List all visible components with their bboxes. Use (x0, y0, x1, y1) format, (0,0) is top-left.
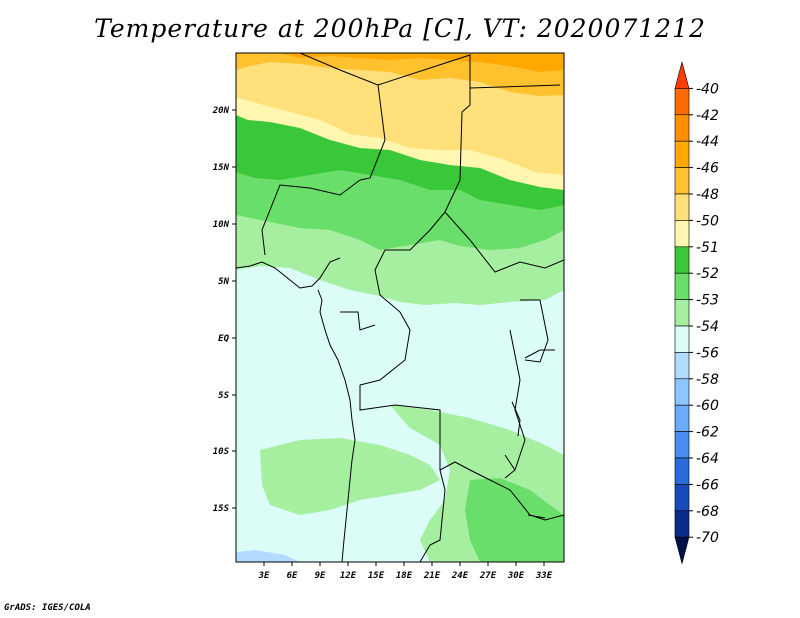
colorbar-label: -58 (696, 372, 719, 388)
colorbar-swatch (674, 193, 690, 221)
y-tick-label: 15S (213, 504, 230, 514)
colorbar-swatch (674, 352, 690, 380)
colorbar-swatch (674, 299, 690, 327)
temperature-field (236, 53, 564, 562)
grads-credit: GrADS: IGES/COLA (4, 603, 91, 613)
plot-frame (235, 52, 565, 563)
colorbar-swatch (674, 484, 690, 512)
boundary-lines (261, 53, 564, 562)
colorbar-swatch (674, 88, 690, 116)
x-tick-label: 30E (507, 571, 525, 581)
colorbar-label: -62 (696, 425, 719, 441)
y-axis: 20N 15N 10N 5N EQ 5S 10S 15S (212, 106, 236, 514)
colorbar-label: -46 (696, 161, 719, 177)
colorbar-label: -54 (696, 319, 719, 335)
field-patch-sw-corner (236, 550, 300, 562)
y-tick-label: 10S (213, 447, 230, 457)
colorbar-label: -60 (696, 398, 719, 414)
colorbar-swatch (674, 272, 690, 300)
y-tick-label: 5S (218, 391, 229, 401)
colorbar-swatch (674, 457, 690, 485)
colorbar-label: -44 (696, 134, 719, 150)
colorbar-label: -51 (696, 240, 719, 256)
colorbar-swatch (674, 167, 690, 195)
y-tick-label: EQ (218, 334, 229, 344)
y-tick-label: 15N (213, 163, 230, 173)
colorbar-label: -66 (696, 477, 719, 493)
political-boundaries (236, 53, 564, 562)
colorbar-arrow-top (674, 60, 690, 89)
colorbar-label: -68 (696, 504, 719, 520)
colorbar-label: -64 (696, 451, 719, 467)
x-tick-label: 33E (535, 571, 553, 581)
x-tick-label: 3E (258, 571, 270, 581)
colorbar: -40 -42 -44 -46 -48 -50 -51 -52 -53 -54 -56 -58 -60 -… (674, 60, 719, 565)
x-tick-label: 24E (451, 571, 469, 581)
x-tick-label: 15E (368, 571, 385, 581)
x-tick-label: 18E (396, 571, 413, 581)
y-tick-label: 5N (218, 277, 229, 287)
colorbar-swatch (674, 510, 690, 538)
x-tick-label: 27E (479, 571, 497, 581)
field-band-minus48 (236, 53, 564, 175)
colorbar-label: -70 (696, 530, 719, 546)
x-tick-label: 12E (340, 571, 357, 581)
x-axis: 3E 6E 9E 12E 15E 18E 21E 24E 27E 30E 33E (258, 562, 553, 581)
colorbar-arrow-bottom (674, 536, 690, 565)
y-tick-label: 10N (213, 220, 230, 230)
x-tick-label: 6E (287, 571, 298, 581)
coastline-west-africa (236, 257, 356, 562)
colorbar-label: -50 (696, 213, 719, 229)
lake-outlines (504, 349, 555, 519)
x-tick-label: 21E (423, 571, 441, 581)
colorbar-swatch (674, 140, 690, 168)
colorbar-swatch (674, 246, 690, 274)
colorbar-swatch (674, 404, 690, 432)
field-band-minus44 (280, 53, 564, 72)
colorbar-label: -42 (696, 108, 719, 124)
field-patch-se-dark (465, 478, 564, 562)
colorbar-swatch (674, 378, 690, 406)
map-title: Temperature at 200hPa [C], VT: 202007121… (94, 14, 706, 43)
colorbar-swatch (674, 114, 690, 142)
colorbar-label: -48 (696, 187, 719, 203)
colorbar-swatch (674, 325, 690, 353)
colorbar-label: -52 (696, 266, 719, 282)
x-tick-label: 9E (315, 571, 326, 581)
colorbar-label: -53 (696, 293, 719, 309)
field-band-minus46 (236, 53, 564, 96)
y-tick-label: 20N (212, 106, 230, 116)
colorbar-label: -56 (696, 345, 719, 361)
colorbar-swatch (674, 431, 690, 459)
colorbar-label: -40 (696, 81, 719, 97)
colorbar-swatch (674, 220, 690, 248)
